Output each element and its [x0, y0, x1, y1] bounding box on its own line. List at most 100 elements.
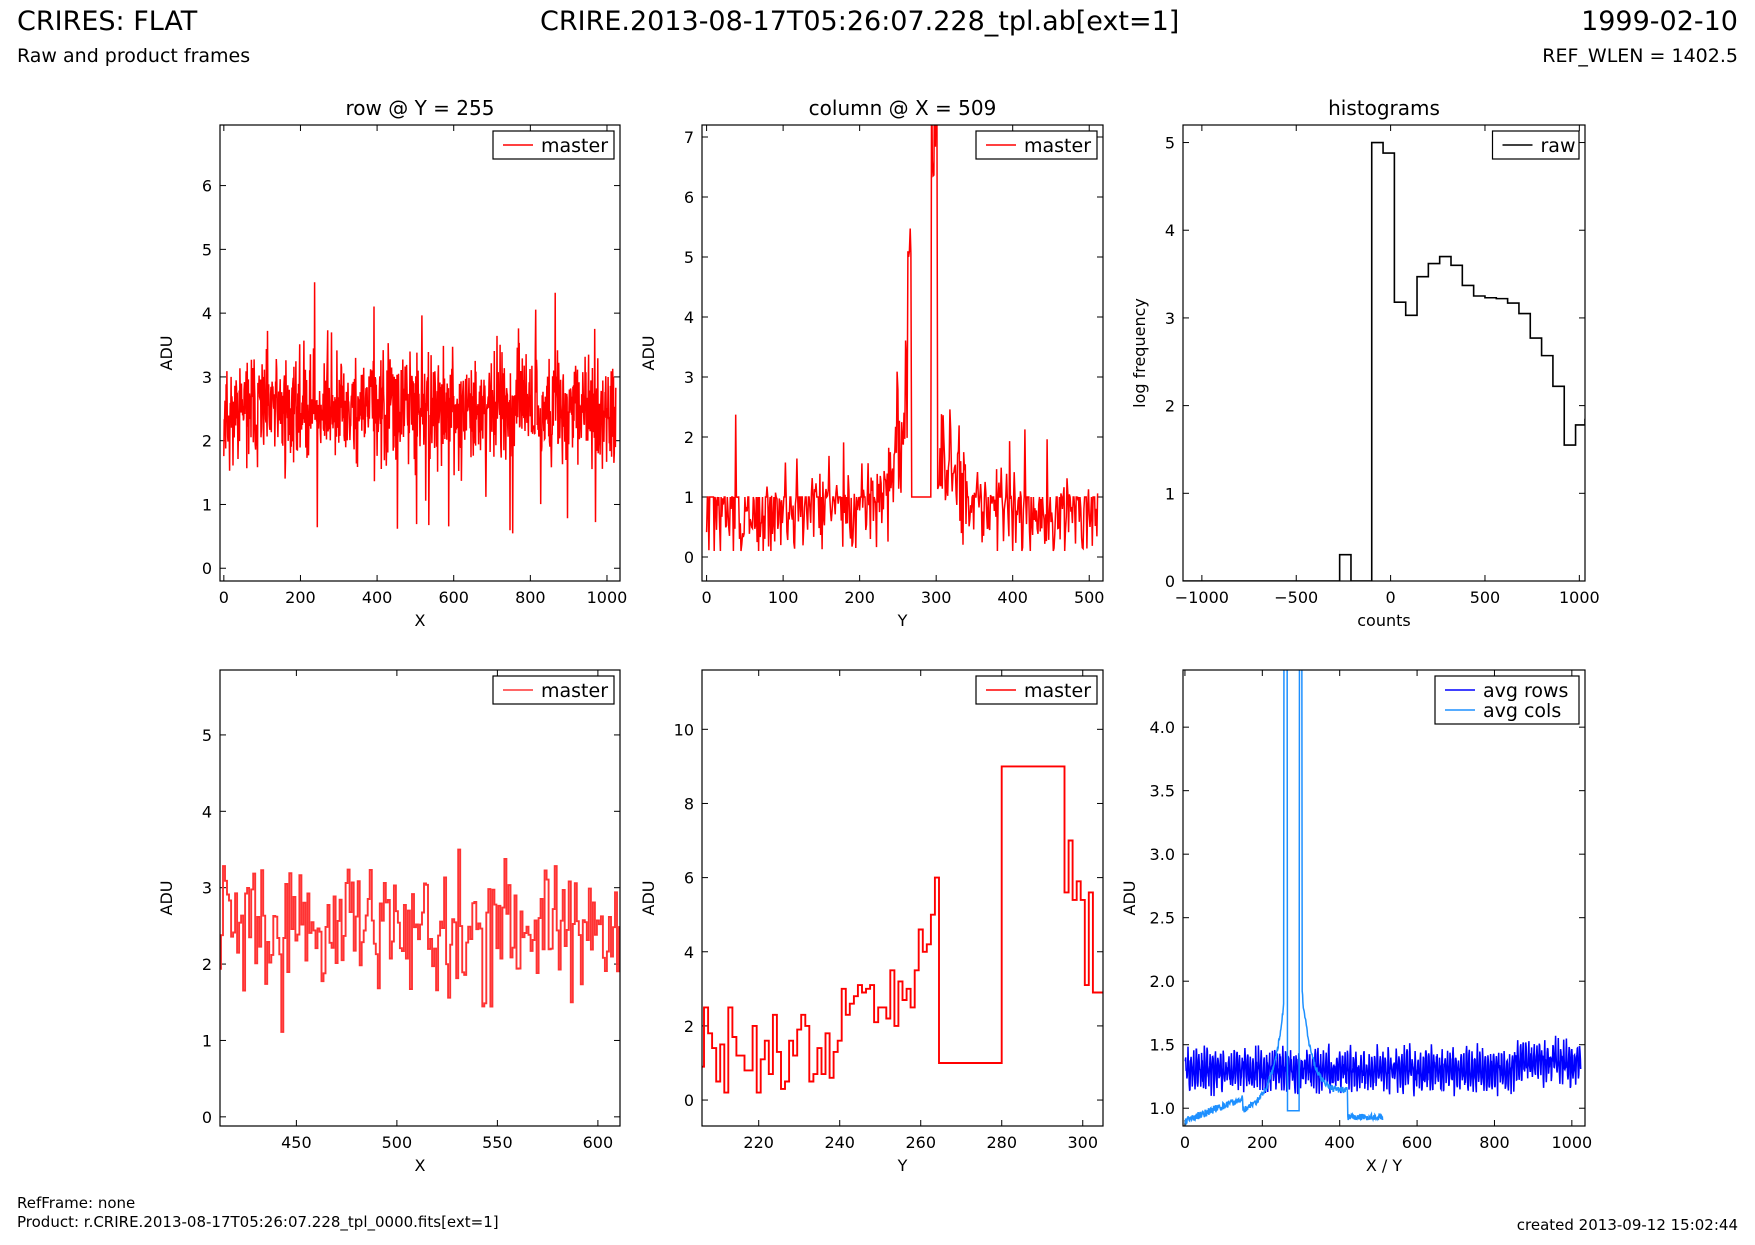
- y-tick-label: 5: [1165, 134, 1175, 153]
- panel-averages: X / Y ADU 0 200 400 600 800 1000 1.0 1.5 2.0 2.5 3.0…: [1120, 669, 1592, 1175]
- plot-frame: [1182, 124, 1586, 582]
- y-tick-label: 2.5: [1150, 909, 1175, 928]
- x-tick-label: 600: [583, 1133, 614, 1152]
- y-tick-label: 8: [684, 794, 694, 813]
- ref-frame-label: RefFrame: none: [17, 1194, 136, 1212]
- panel-column-full: column @ X = 509 Y ADU 0 100 200 300 400 500 0 1 2 3…: [639, 96, 1105, 630]
- x-tick-label: 500: [382, 1133, 413, 1152]
- y-tick-label: 2: [202, 432, 212, 451]
- x-axis-label: X: [415, 611, 426, 630]
- y-tick-label: 3.5: [1150, 782, 1175, 801]
- y-axis-label: ADU: [639, 881, 658, 916]
- x-tick-label: 500: [1074, 588, 1105, 607]
- y-tick-label: 2: [684, 1017, 694, 1036]
- x-tick-label: 300: [1067, 1133, 1098, 1152]
- plot-frame: [701, 669, 1104, 1127]
- x-tick-label: 600: [438, 588, 469, 607]
- y-tick-label: 0: [202, 1108, 212, 1127]
- x-tick-label: 0: [701, 588, 711, 607]
- x-tick-label: 800: [1479, 1133, 1510, 1152]
- x-tick-label: 100: [768, 588, 799, 607]
- x-tick-label: 200: [1247, 1133, 1278, 1152]
- y-tick-label: 1: [1165, 484, 1175, 503]
- page-title: CRIRES: FLAT: [17, 6, 198, 37]
- y-tick-label: 10: [674, 720, 694, 739]
- y-axis-label: ADU: [157, 881, 176, 916]
- y-tick-label: 2.0: [1150, 972, 1175, 991]
- panel-row-zoom: X ADU 450 500 550 600 0 1 2 3 4 5 master: [157, 669, 621, 1175]
- plot-area: [220, 848, 620, 1033]
- panel-column-zoom: Y ADU 220 240 260 280 300 0 2 4 6 8 10 master: [639, 669, 1104, 1175]
- y-tick-label: 4: [202, 802, 212, 821]
- legend-label: master: [1024, 680, 1091, 702]
- plot-area: [223, 282, 617, 534]
- y-tick-label: 3: [202, 368, 212, 387]
- x-axis-label: X / Y: [1366, 1156, 1403, 1175]
- y-tick-label: 5: [202, 240, 212, 259]
- plot-frame: [219, 124, 621, 582]
- y-tick-label: 1: [684, 488, 694, 507]
- x-tick-label: 1000: [1559, 588, 1600, 607]
- panel-title: column @ X = 509: [809, 96, 997, 120]
- x-tick-label: −500: [1274, 588, 1318, 607]
- plot-frame: [1182, 669, 1586, 1127]
- y-axis-label: ADU: [639, 336, 658, 371]
- x-tick-label: 450: [281, 1133, 312, 1152]
- legend-label: avg cols: [1483, 700, 1561, 722]
- y-tick-label: 2: [202, 955, 212, 974]
- series-line-avg-rows: [1184, 1035, 1582, 1097]
- y-tick-label: 2: [684, 428, 694, 447]
- legend: raw: [1491, 130, 1580, 160]
- x-axis-label: Y: [897, 611, 908, 630]
- x-tick-label: 400: [997, 588, 1028, 607]
- x-tick-label: 400: [1324, 1133, 1355, 1152]
- series-line-master: [223, 282, 617, 534]
- plot-area: [1184, 670, 1582, 1126]
- plot-area: [702, 765, 1103, 1094]
- x-tick-label: 260: [905, 1133, 936, 1152]
- y-tick-label: 1.0: [1150, 1099, 1175, 1118]
- y-tick-label: 2: [1165, 397, 1175, 416]
- y-tick-label: 6: [684, 869, 694, 888]
- x-tick-label: 220: [743, 1133, 774, 1152]
- x-tick-label: 800: [515, 588, 546, 607]
- x-tick-label: 200: [844, 588, 875, 607]
- panel-row-full: row @ Y = 255 X ADU 0 200 400 600 800 1000 0 1 2 3 4 5…: [157, 96, 627, 630]
- legend-label: master: [541, 135, 608, 157]
- y-tick-label: 4: [684, 943, 694, 962]
- x-tick-label: 200: [285, 588, 316, 607]
- series-line-master: [705, 125, 1099, 552]
- legend-box: [1434, 675, 1580, 725]
- x-tick-label: 1000: [1551, 1133, 1592, 1152]
- y-tick-label: 3: [684, 368, 694, 387]
- y-tick-label: 0: [684, 548, 694, 567]
- y-axis-label: ADU: [157, 336, 176, 371]
- y-tick-label: 4: [684, 308, 694, 327]
- y-tick-label: 6: [684, 188, 694, 207]
- legend: master: [492, 130, 615, 160]
- x-axis-label: counts: [1357, 611, 1410, 630]
- y-tick-label: 0: [1165, 572, 1175, 591]
- plot-area: [705, 125, 1099, 552]
- ref-wlen-label: REF_WLEN = 1402.5: [1542, 45, 1738, 67]
- date-label: 1999-02-10: [1581, 6, 1738, 37]
- created-timestamp: created 2013-09-12 15:02:44: [1516, 1216, 1738, 1234]
- legend-label: master: [1024, 135, 1091, 157]
- plot-area: [1183, 141, 1585, 581]
- x-tick-label: 550: [482, 1133, 513, 1152]
- y-tick-label: 3: [202, 879, 212, 898]
- y-axis-label: ADU: [1120, 881, 1139, 916]
- x-tick-label: 0: [1386, 588, 1396, 607]
- y-axis-label: log frequency: [1130, 298, 1149, 408]
- legend: master: [492, 675, 615, 705]
- y-tick-label: 4: [1165, 221, 1175, 240]
- y-tick-label: 1.5: [1150, 1036, 1175, 1055]
- panel-title: histograms: [1328, 96, 1440, 120]
- legend-label: avg rows: [1483, 680, 1568, 702]
- x-tick-label: 280: [986, 1133, 1017, 1152]
- legend: master: [975, 675, 1098, 705]
- panel-histogram: histograms counts log frequency −1000 −500 0 5…: [1130, 96, 1600, 630]
- frame-name-title: CRIRE.2013-08-17T05:26:07.228_tpl.ab[ext…: [540, 6, 1180, 37]
- product-label: Product: r.CRIRE.2013-08-17T05:26:07.228…: [17, 1213, 499, 1231]
